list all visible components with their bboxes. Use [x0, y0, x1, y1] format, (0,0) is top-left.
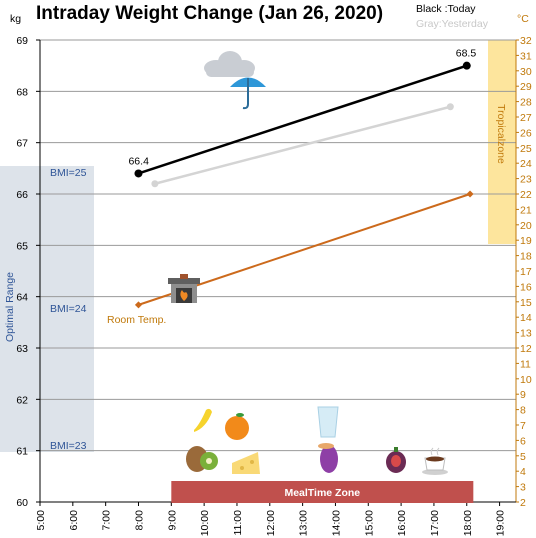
water-glass-icon [317, 406, 339, 438]
optimal-range-band [0, 166, 94, 452]
bmi-24-label: BMI=24 [50, 303, 87, 315]
right-tick-label: 14 [520, 312, 532, 324]
left-tick-label: 63 [16, 343, 28, 355]
tropical-zone-label: Tropicalzone [495, 104, 507, 164]
right-tick-label: 28 [520, 97, 532, 109]
right-tick-label: 13 [520, 328, 532, 340]
series-line-1 [154, 105, 451, 185]
temp-point [134, 301, 143, 309]
meal-time-zone-label: MealTime Zone [284, 487, 360, 499]
right-tick-label: 23 [520, 174, 532, 186]
tropical-zone-band [488, 40, 516, 244]
cheese-icon [232, 452, 260, 474]
right-tick-label: 10 [520, 374, 532, 386]
right-tick-label: 11 [520, 358, 531, 370]
right-tick-label: 9 [520, 389, 526, 401]
series-layer: 66.4 68.5 [128, 48, 476, 309]
room-temp-label: Room Temp. [107, 314, 166, 326]
left-tick-label: 65 [16, 240, 28, 252]
optimal-range-label: Optimal Range [4, 272, 16, 342]
right-tick-labels: 2345678910111213141516171819202122232425… [516, 35, 532, 509]
weight-point [462, 61, 471, 70]
left-tick-label: 67 [16, 138, 28, 150]
data-label: 68.5 [456, 48, 477, 60]
right-tick-label: 16 [520, 281, 532, 293]
series-line-0 [138, 64, 468, 175]
left-axis-unit: kg [10, 13, 21, 25]
x-tick-label: 14:00 [330, 510, 342, 536]
x-tick-label: 18:00 [462, 510, 474, 536]
x-tick-label: 6:00 [68, 510, 80, 531]
weight-point [134, 169, 143, 178]
right-tick-label: 21 [520, 204, 532, 216]
right-tick-label: 26 [520, 127, 532, 139]
left-tick-label: 61 [16, 446, 28, 458]
right-tick-label: 30 [520, 66, 532, 78]
right-tick-label: 12 [520, 343, 532, 355]
right-tick-label: 8 [520, 405, 526, 417]
legend-yesterday: Gray:Yesterday [416, 18, 489, 30]
left-tick-label: 68 [16, 86, 28, 98]
right-tick-label: 20 [520, 220, 532, 232]
left-tick-label: 62 [16, 394, 28, 406]
x-tick-label: 5:00 [35, 510, 47, 531]
coffee-icon [422, 447, 448, 475]
x-tick-label: 7:00 [101, 510, 113, 531]
right-tick-label: 24 [520, 158, 532, 170]
meal-time-zone-bar [171, 481, 474, 503]
x-tick-label: 8:00 [133, 510, 145, 531]
bmi-25-label: BMI=25 [50, 167, 87, 179]
orange-icon [225, 413, 249, 440]
right-tick-label: 6 [520, 435, 526, 447]
bmi-23-label: BMI=23 [50, 440, 87, 452]
legend-today: Black :Today [416, 3, 476, 15]
right-tick-label: 2 [520, 497, 526, 509]
weight-point [151, 180, 159, 188]
left-tick-label: 66 [16, 189, 28, 201]
banana-icon [194, 408, 212, 432]
right-tick-label: 17 [520, 266, 532, 278]
left-tick-labels: 60 61 62 63 64 65 66 67 68 69 [16, 35, 40, 509]
x-tick-label: 15:00 [363, 510, 375, 536]
right-tick-label: 19 [520, 235, 532, 247]
right-tick-label: 4 [520, 466, 526, 478]
x-tick-label: 10:00 [199, 510, 211, 536]
x-tick-label: 12:00 [265, 510, 277, 536]
temp-point [466, 190, 474, 198]
right-tick-label: 18 [520, 251, 532, 263]
right-tick-label: 31 [520, 50, 532, 62]
x-tick-labels: 5:00 6:00 7:00 8:00 9:00 10:00 11:00 12:00 13:00… [35, 502, 507, 536]
left-tick-label: 60 [16, 497, 28, 509]
sweet-potato-icon [318, 443, 338, 473]
right-tick-label: 7 [520, 420, 526, 432]
cloud-icon [204, 51, 255, 77]
right-tick-label: 15 [520, 297, 532, 309]
data-label: 66.4 [128, 155, 149, 167]
gridlines [40, 39, 516, 452]
fig-icon [386, 447, 406, 473]
x-tick-label: 13:00 [298, 510, 310, 536]
left-tick-label: 69 [16, 35, 28, 47]
right-tick-label: 22 [520, 189, 532, 201]
umbrella-icon [230, 77, 266, 110]
right-tick-label: 3 [520, 482, 526, 494]
x-tick-label: 11:00 [232, 510, 244, 536]
right-axis-unit: °C [517, 13, 529, 25]
weight-point [446, 103, 454, 111]
right-tick-label: 29 [520, 81, 532, 93]
fireplace-icon [168, 274, 200, 303]
left-tick-label: 64 [16, 292, 28, 304]
x-tick-label: 19:00 [495, 510, 507, 536]
right-tick-label: 5 [520, 451, 526, 463]
right-tick-label: 27 [520, 112, 532, 124]
x-tick-label: 16:00 [396, 510, 408, 536]
chart-title: Intraday Weight Change (Jan 26, 2020) [36, 3, 383, 24]
right-tick-label: 32 [520, 35, 532, 47]
right-tick-label: 25 [520, 143, 532, 155]
kiwi-icon [186, 446, 218, 472]
x-tick-label: 17:00 [429, 510, 441, 536]
x-tick-label: 9:00 [166, 510, 178, 531]
